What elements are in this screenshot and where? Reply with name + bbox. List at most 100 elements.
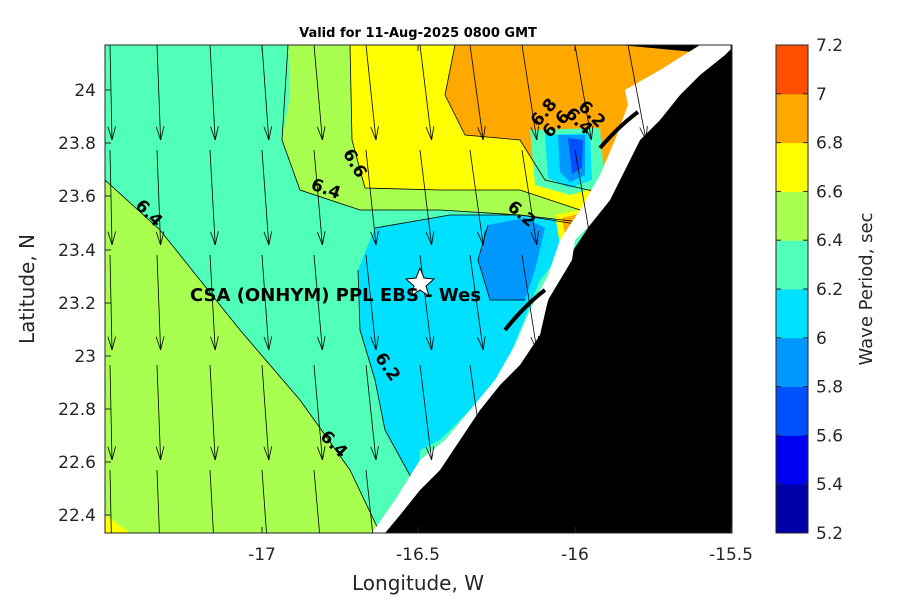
contour-lines: [105, 45, 611, 533]
contour-line-6-4-west: [105, 179, 381, 533]
arrow-shaft: [574, 45, 592, 141]
arrow-head: [316, 446, 323, 461]
arrow-head: [370, 446, 377, 461]
y-tick-marks: [105, 89, 111, 516]
arrow-shaft: [521, 254, 538, 351]
arrow-head: [210, 231, 216, 246]
arrow-shaft: [209, 364, 216, 461]
arrow-head: [111, 336, 116, 351]
arrow-shaft: [156, 364, 161, 461]
station-label: CSA (ONHYM) PPL EBS - Wes: [190, 285, 481, 306]
arrow-head: [371, 552, 376, 565]
colorbar-band: [776, 337, 808, 388]
colorbar-tick-label: 6: [816, 329, 827, 349]
arrow-head: [530, 337, 538, 351]
arrow-head: [107, 336, 113, 351]
arrow-head: [370, 336, 377, 351]
colorbar-ticks: 7.2 7 6.8 6.6 6.4 6.2 6 5.8 5.6 5.4 5.2: [776, 36, 843, 544]
arrow-head: [210, 446, 216, 461]
arrow-shaft: [261, 364, 270, 461]
colorbar-band: [776, 435, 808, 485]
arrow-head: [268, 446, 273, 461]
arrow-head: [268, 126, 273, 141]
arrow-shaft: [109, 364, 113, 461]
arrow-head: [268, 336, 273, 351]
arrow-shaft: [109, 149, 113, 246]
contour-line-6-2-west: [357, 269, 419, 491]
arrow-shaft: [469, 364, 484, 461]
arrow-head: [160, 336, 165, 351]
arrow-head: [316, 336, 323, 351]
contour-line-6-2-north: [374, 214, 581, 229]
arrow-shaft: [521, 45, 538, 141]
arrow-head: [214, 231, 219, 246]
arrow-head: [322, 446, 326, 461]
arrow-head: [160, 231, 165, 246]
figure-title: Valid for 11-Aug-2025 0800 GMT: [299, 26, 537, 41]
arrow-head: [584, 127, 592, 141]
arrow-shaft: [209, 149, 216, 246]
arrow-head: [108, 552, 112, 565]
arrow-shaft: [419, 149, 432, 246]
arrow-head: [107, 231, 113, 246]
arrow-shaft: [109, 45, 113, 141]
arrow-shaft: [261, 149, 270, 246]
arrow-shaft: [627, 45, 647, 141]
arrow-head: [160, 126, 165, 141]
colorbar-tick-label: 7: [816, 85, 827, 105]
contour-line-6-8: [444, 45, 611, 196]
arrow-head: [155, 231, 161, 246]
arrow-head: [268, 231, 273, 246]
arrow-head: [211, 552, 216, 565]
arrow-head: [322, 551, 325, 565]
arrow-head: [111, 446, 116, 461]
y-tick-label: 23: [74, 347, 96, 367]
arrow-shaft: [209, 469, 214, 533]
colorbar-band: [776, 289, 808, 339]
arrow-shaft: [365, 149, 377, 246]
arrow-head: [530, 127, 538, 141]
arrow-shaft: [469, 149, 484, 246]
arrow-head: [536, 231, 539, 246]
arrow-head: [375, 126, 379, 141]
arrow-head: [263, 446, 270, 461]
arrow-head: [591, 231, 594, 246]
arrow-head: [263, 126, 270, 141]
y-axis-label: Latitude, N: [15, 234, 39, 344]
arrow-head: [425, 231, 432, 246]
arrow-shaft: [209, 254, 216, 351]
arrow-head: [375, 336, 379, 351]
colorbar-band: [776, 93, 808, 144]
arrow-head: [370, 126, 377, 141]
arrow-shaft: [156, 254, 161, 351]
arrow-head: [477, 337, 484, 351]
arrow-shaft: [574, 149, 592, 246]
y-tick-label: 22.4: [58, 506, 96, 526]
arrow-head: [160, 446, 165, 461]
coastline-spit-north: [598, 110, 640, 150]
arrow-head: [375, 231, 379, 246]
colorbar-tick-label: 6.2: [816, 280, 843, 300]
arrow-shaft: [156, 149, 161, 246]
x-tick-marks: [261, 45, 732, 533]
arrow-head: [482, 446, 486, 461]
arrow-head: [425, 336, 432, 351]
y-tick-label: 23.6: [58, 187, 96, 207]
arrow-shaft: [469, 45, 484, 141]
arrow-shaft: [521, 149, 538, 246]
arrow-head: [322, 336, 326, 351]
arrow-shaft: [109, 469, 112, 533]
arrow-head: [322, 231, 326, 246]
arrow-head: [112, 551, 116, 565]
x-tick-label: -17: [248, 545, 276, 565]
arrow-head: [214, 126, 219, 141]
arrow-head: [107, 126, 113, 141]
arrow-head: [210, 336, 216, 351]
arrow-shaft: [313, 149, 323, 246]
arrow-head: [322, 126, 326, 141]
arrow-head: [263, 336, 270, 351]
arrow-head: [156, 552, 160, 565]
arrow-head: [482, 336, 486, 351]
station-star-icon: [404, 266, 436, 298]
